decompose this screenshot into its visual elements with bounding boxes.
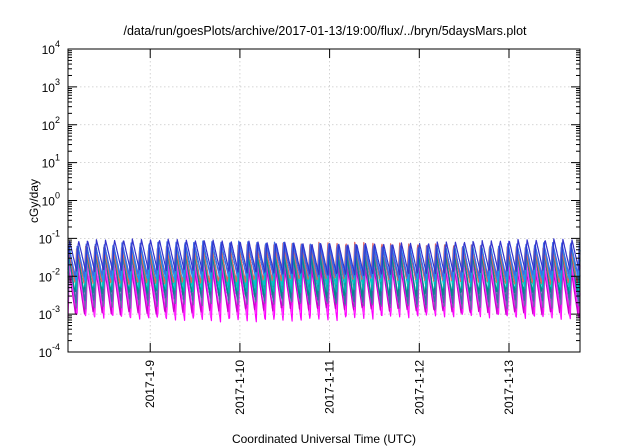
- y-tick-label: 104: [42, 39, 60, 57]
- data-series-line: [67, 247, 581, 299]
- y-tick-label: 10-2: [39, 266, 60, 284]
- data-series-line: [67, 240, 581, 279]
- y-tick-label: 103: [42, 77, 60, 95]
- x-tick-label: 2017-1-11: [323, 360, 337, 414]
- y-tick-label: 10-4: [39, 342, 60, 360]
- data-series-line: [67, 238, 581, 276]
- y-tick-label: 100: [42, 191, 60, 209]
- y-tick-label: 102: [42, 115, 60, 133]
- y-tick-label: 10-3: [39, 304, 60, 322]
- data-series-line: [67, 241, 581, 285]
- y-tick-labels: 10-4 10-3 10-2 10-1 100 101 102 103 104: [39, 39, 60, 360]
- x-tick-labels: 2017-1-9 2017-1-10 2017-1-11 2017-1-12 2017-…: [143, 360, 516, 415]
- x-tick-label: 2017-1-9: [143, 360, 157, 408]
- x-tick-label: 2017-1-10: [233, 360, 247, 415]
- x-tick-label: 2017-1-13: [502, 360, 516, 415]
- axis-ticks: [68, 48, 580, 353]
- y-axis-label: cGy/day: [27, 179, 41, 223]
- x-tick-label: 2017-1-12: [412, 360, 426, 415]
- y-tick-label: 10-1: [39, 228, 60, 246]
- x-axis-label: Coordinated Universal Time (UTC): [232, 432, 416, 446]
- data-series-line: [67, 260, 581, 316]
- chart-title: /data/run/goesPlots/archive/2017-01-13/1…: [123, 24, 527, 38]
- data-series-group: [67, 238, 581, 323]
- y-tick-label: 101: [42, 153, 60, 171]
- data-series-line: [67, 255, 581, 319]
